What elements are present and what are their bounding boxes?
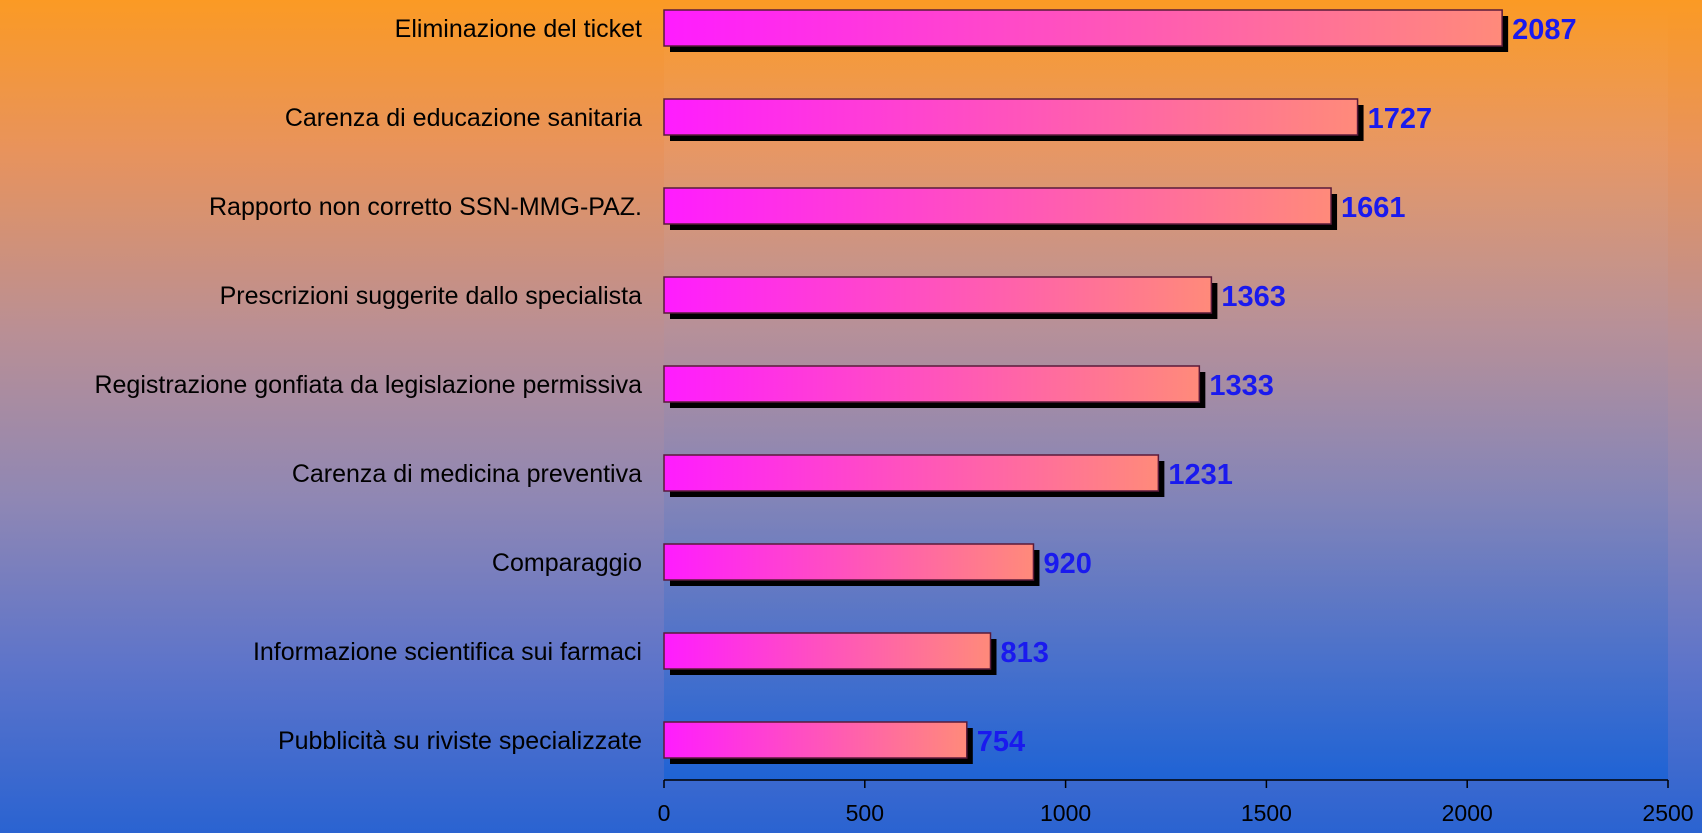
bar <box>663 276 1213 314</box>
bar <box>663 9 1503 47</box>
category-label: Comparaggio <box>492 549 642 577</box>
data-label: 1231 <box>1168 459 1233 491</box>
category-label: Rapporto non corretto SSN-MMG-PAZ. <box>209 193 642 221</box>
category-label: Eliminazione del ticket <box>395 15 642 43</box>
x-tick-label: 2000 <box>1442 800 1493 826</box>
data-label: 920 <box>1043 548 1091 580</box>
category-label: Informazione scientifica sui farmaci <box>253 638 642 666</box>
data-label: 2087 <box>1512 14 1577 46</box>
bar <box>663 632 992 670</box>
bars-layer <box>663 9 1509 764</box>
bar <box>663 187 1332 225</box>
category-labels: Eliminazione del ticket Carenza di educaz… <box>94 15 642 755</box>
data-label: 1661 <box>1341 192 1406 224</box>
data-label: 1727 <box>1368 103 1433 135</box>
x-tick-label: 500 <box>846 800 884 826</box>
bar <box>663 543 1035 581</box>
bar <box>663 365 1201 403</box>
category-label: Registrazione gonfiata da legislazione p… <box>94 371 642 399</box>
x-tick-label: 1500 <box>1241 800 1292 826</box>
data-label: 754 <box>977 726 1025 758</box>
category-label: Carenza di medicina preventiva <box>292 460 642 488</box>
category-label: Carenza di educazione sanitaria <box>285 104 642 132</box>
x-tick-label: 0 <box>658 800 671 826</box>
x-axis: 0 500 1000 1500 2000 2500 <box>658 779 1694 826</box>
bar <box>663 454 1160 492</box>
bar <box>663 98 1359 136</box>
data-label: 813 <box>1001 637 1049 669</box>
category-label: Prescrizioni suggerite dallo specialista <box>220 282 643 310</box>
x-tick-label: 2500 <box>1642 800 1693 826</box>
bar <box>663 721 968 759</box>
category-label: Pubblicità su riviste specializzate <box>278 727 642 755</box>
value-labels: 2087 1727 1661 1363 1333 1231 920 813 754 <box>977 14 1577 758</box>
x-tick-label: 1000 <box>1040 800 1091 826</box>
data-label: 1333 <box>1209 370 1274 402</box>
data-label: 1363 <box>1221 281 1286 313</box>
